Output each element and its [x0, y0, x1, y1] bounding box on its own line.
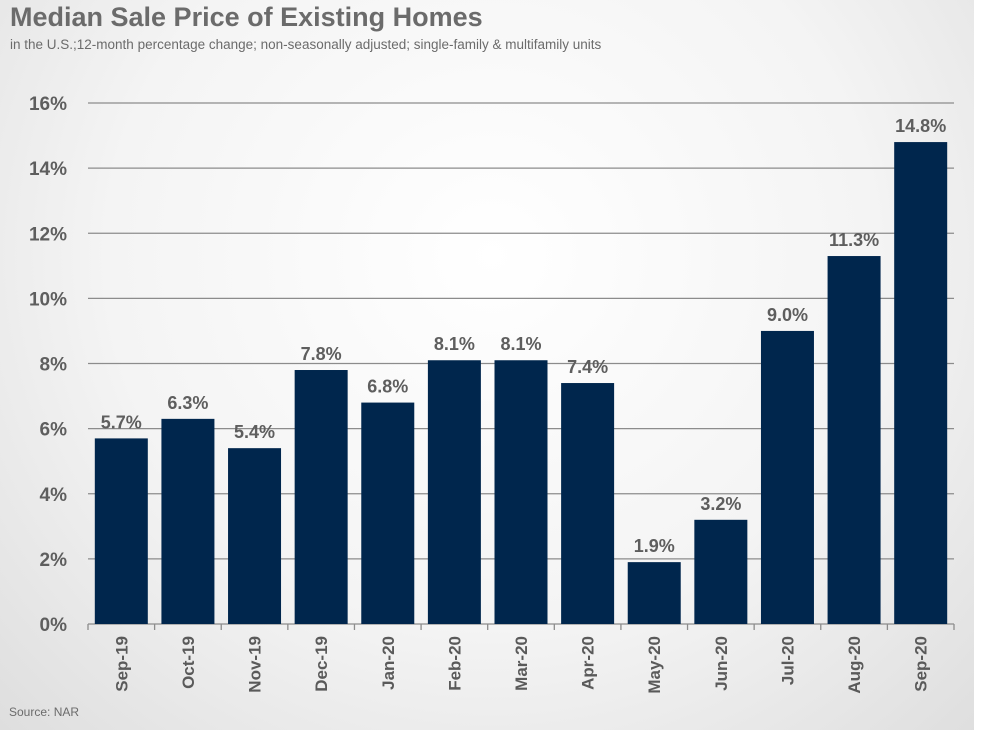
- bars: [94, 142, 948, 624]
- bar-dec-19: [294, 370, 348, 624]
- bar-nov-19: [228, 448, 282, 624]
- bar-aug-20: [827, 256, 881, 624]
- bar-oct-19: [161, 418, 215, 624]
- x-tick-label: Sep-20: [912, 636, 931, 692]
- data-label: 3.2%: [700, 494, 741, 514]
- data-label: 6.3%: [167, 393, 208, 413]
- x-tick-label: Jun-20: [712, 636, 731, 691]
- bar-sep-20: [894, 142, 948, 624]
- data-label: 8.1%: [500, 334, 541, 354]
- bar-apr-20: [561, 383, 615, 624]
- data-label: 1.9%: [634, 536, 675, 556]
- y-tick-label: 16%: [29, 94, 67, 115]
- y-tick-label: 2%: [40, 550, 68, 571]
- data-label: 14.8%: [895, 116, 946, 136]
- bar-may-20: [627, 562, 681, 624]
- data-label: 11.3%: [829, 230, 879, 250]
- x-tick-label: Oct-19: [179, 636, 198, 689]
- x-tick-label: Dec-19: [312, 636, 331, 692]
- x-tick-label: Nov-19: [246, 636, 265, 693]
- x-tick-label: Jan-20: [379, 636, 398, 690]
- y-tick-label: 4%: [40, 485, 68, 506]
- bar-jun-20: [694, 519, 748, 624]
- bar-feb-20: [427, 360, 481, 624]
- y-tick-label: 12%: [29, 224, 67, 245]
- x-tick-label: Jul-20: [778, 636, 797, 685]
- data-label: 5.4%: [234, 422, 275, 442]
- page-edge: [974, 0, 984, 730]
- x-tick-label: Mar-20: [512, 636, 531, 691]
- axes: 0% 2% 4% 6% 8% 10% 12% 14% 16% Sep-19 Oct-19 Nov-19…: [29, 94, 955, 694]
- data-label: 7.4%: [567, 357, 608, 377]
- bar-jan-20: [361, 402, 415, 624]
- y-tick-label: 6%: [40, 420, 68, 441]
- bar-mar-20: [494, 360, 548, 624]
- bar-sep-19: [94, 438, 148, 624]
- x-tick-label: May-20: [645, 636, 664, 694]
- data-label: 5.7%: [101, 412, 142, 432]
- x-tick-label: Feb-20: [445, 636, 464, 691]
- y-tick-label: 8%: [40, 355, 68, 376]
- chart-title: Median Sale Price of Existing Homes: [10, 2, 483, 32]
- x-tick-label: Aug-20: [845, 636, 864, 694]
- chart-subtitle: in the U.S.;12-month percentage change; …: [10, 37, 602, 52]
- y-tick-label: 14%: [29, 159, 67, 180]
- x-tick-label: Apr-20: [579, 636, 598, 690]
- y-tick-label: 10%: [29, 289, 67, 310]
- source-note: Source: NAR: [9, 705, 80, 719]
- y-tick-label: 0%: [40, 615, 68, 636]
- x-tick-label: Sep-19: [112, 636, 131, 692]
- bar-jul-20: [760, 330, 814, 624]
- data-labels: 5.7% 6.3% 5.4% 7.8% 6.8% 8.1% 8.1% 7.4% 1.9% 3.2%…: [101, 116, 946, 556]
- data-label: 8.1%: [434, 334, 475, 354]
- data-label: 9.0%: [767, 305, 808, 325]
- data-label: 6.8%: [367, 377, 408, 397]
- data-label: 7.8%: [301, 344, 342, 364]
